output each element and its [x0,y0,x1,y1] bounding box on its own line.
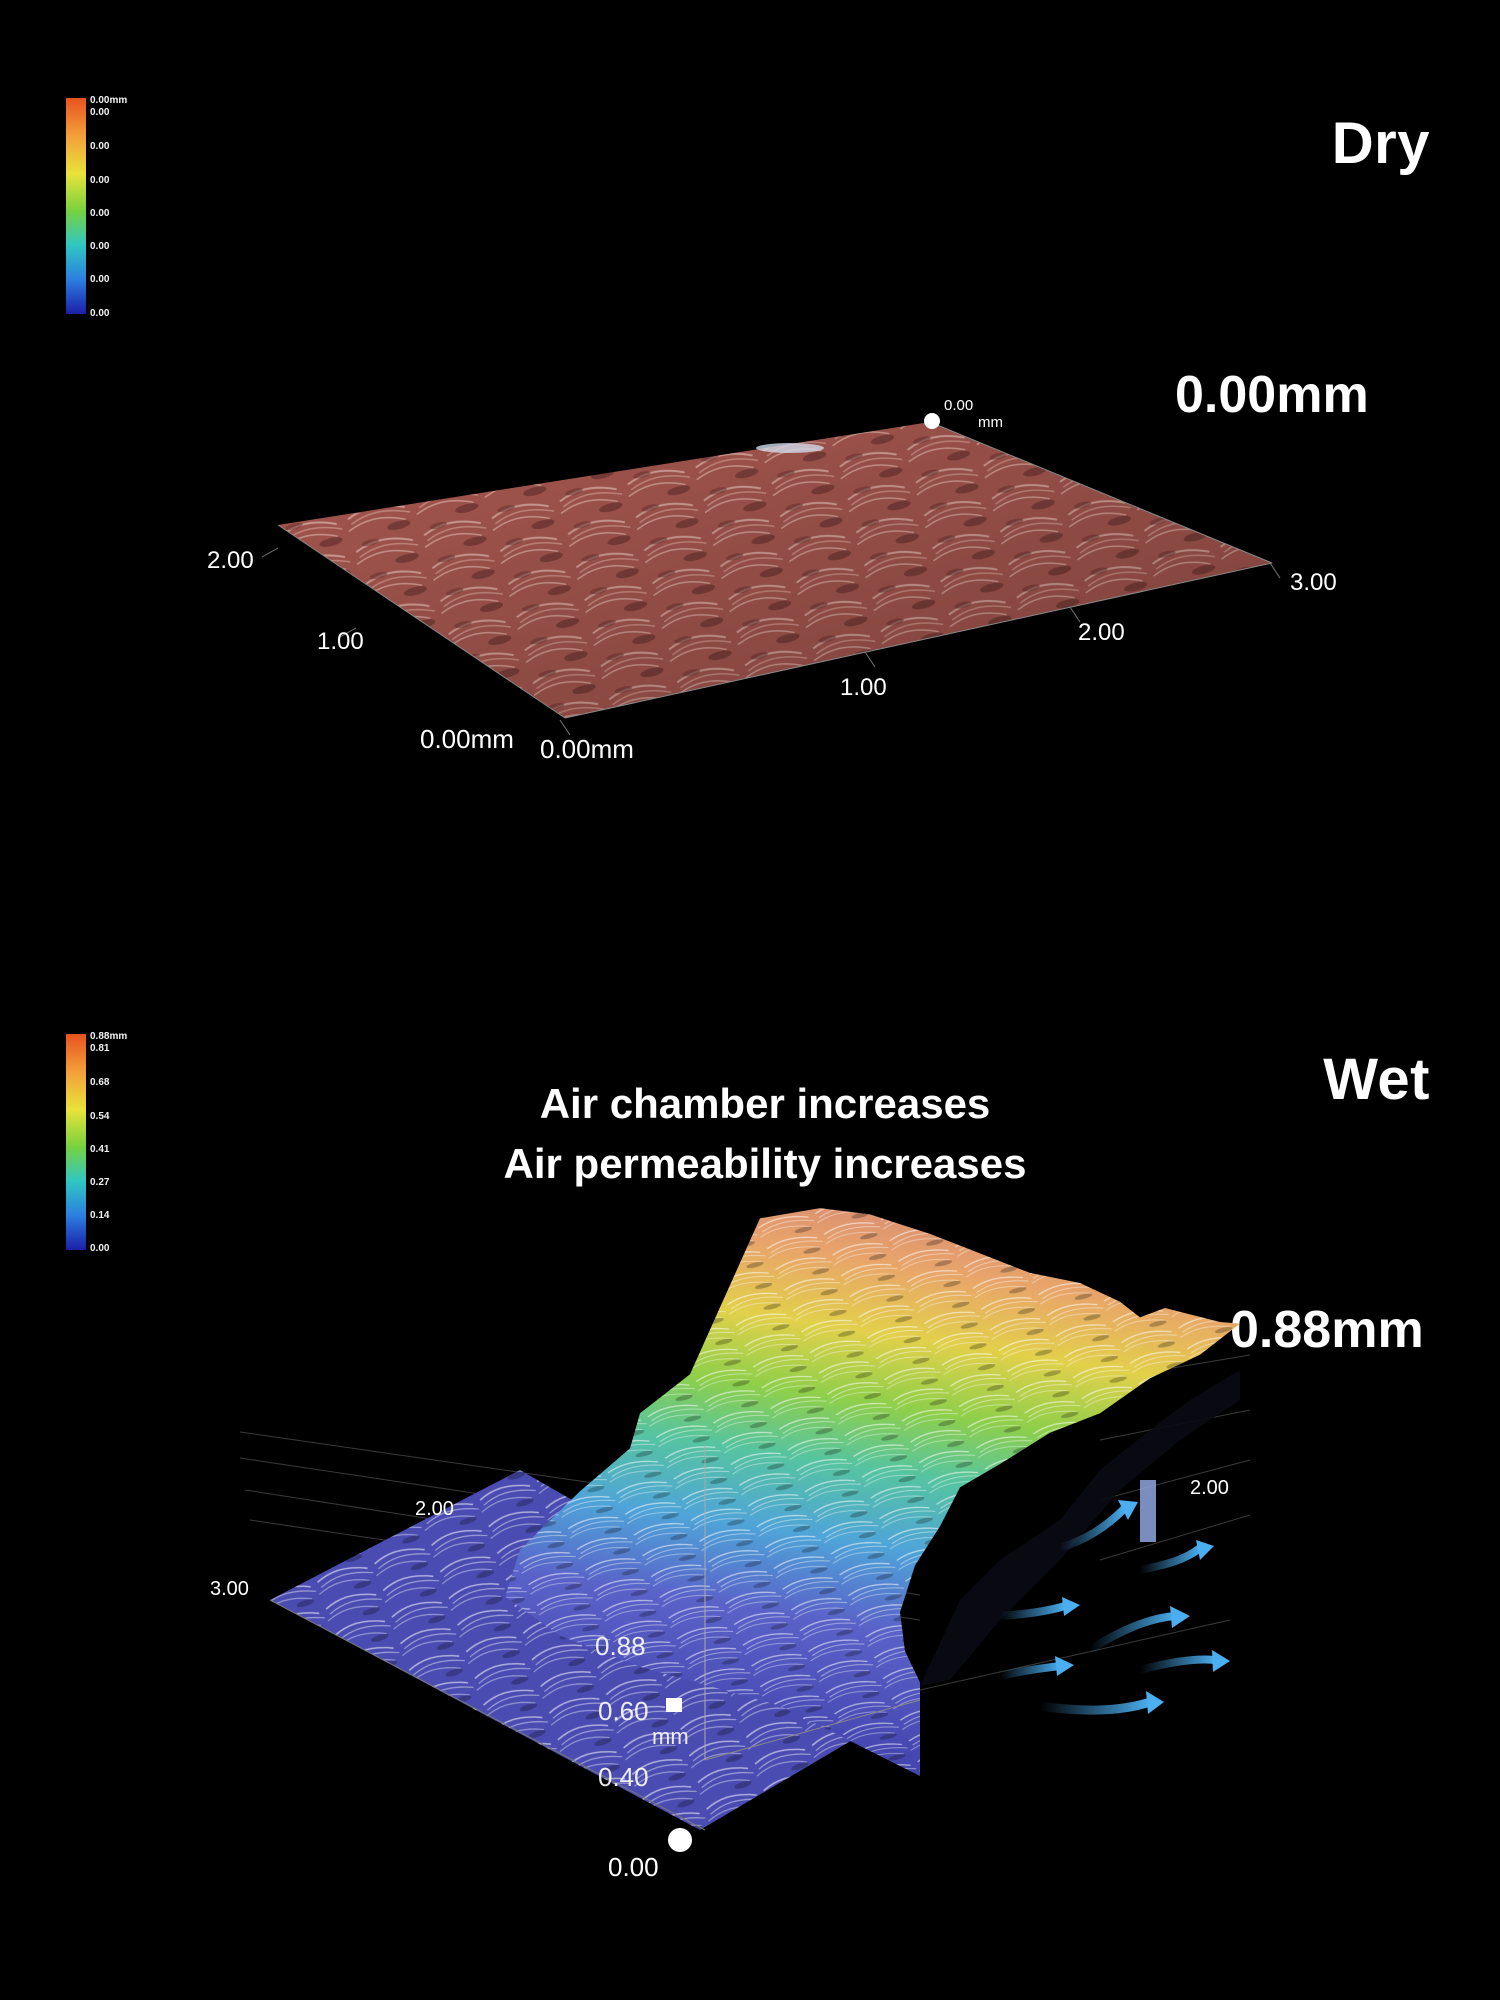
wet-z-origin-label: 0.00 [608,1852,659,1882]
airflow-arrow [1136,1544,1204,1574]
airflow-arrow-head [1062,1597,1080,1616]
dry-axis-origin-marker [924,413,940,429]
wet-colorbar-tick: 0.00 [90,1243,110,1254]
wet-colorbar-gradient [66,1034,86,1250]
wet-colorbar-tick: 0.27 [90,1177,110,1188]
wet-colorbar-tick: 0.81 [90,1043,110,1054]
wet-z-tick-label: 0.88 [595,1631,646,1661]
airflow-arrow-head [1118,1500,1138,1520]
wet-back-tick-label: 2.00 [1190,1477,1229,1499]
dry-colorbar-tick: 0.00 [90,208,110,219]
wet-colorbar: 0.88mm 0.81 0.68 0.54 0.41 0.27 0.14 0.0… [66,1032,127,1254]
wet-left-tick-label: 2.00 [415,1498,454,1520]
wet-height-readout: 0.88mm [1230,1301,1424,1359]
wet-colorbar-tick: 0.41 [90,1144,110,1155]
headline-line-2: Air permeability increases [503,1140,1027,1187]
wet-z-tick-label: 0.60 [598,1696,649,1726]
dry-colorbar: 0.00mm 0.00 0.00 0.00 0.00 0.00 0.00 0.0… [66,96,127,314]
wet-colorbar-tick: 0.54 [90,1111,110,1122]
airflow-arrows [996,1500,1230,1715]
wet-panel: 0.88mm 0.81 0.68 0.54 0.41 0.27 0.14 0.0… [0,1000,1500,2000]
dry-colorbar-gradient [66,98,86,314]
wet-surface-plot: 2.00 2.00 3.00 0.88 0.60 mm 0.40 0.00 [210,1208,1251,1882]
airflow-arrow [1086,1612,1179,1654]
wet-z-axis-marker [666,1698,682,1712]
wet-left-tick-label: 3.00 [210,1578,249,1600]
dry-x-tick-label: 3.00 [1290,569,1337,596]
airflow-arrow [996,1662,1064,1680]
airflow-arrow-head [1055,1656,1074,1676]
wet-z-unit-label: mm [652,1724,689,1749]
dry-colorbar-tick: 0.00 [90,107,110,118]
airflow-arrow-head [1196,1540,1214,1560]
dry-colorbar-tick: 0.00 [90,141,110,152]
airflow-arrow-head [1212,1650,1230,1672]
dry-surface-plot: 0.00 mm 2.00 1.00 0.00mm 0.00mm 1.00 2.0… [207,397,1337,764]
dry-x-tick-label: 1.00 [840,674,887,701]
airflow-arrow-head [1170,1606,1190,1628]
dry-condition-label: Dry [1331,111,1430,176]
airflow-arrow-head [1146,1691,1164,1714]
wet-colorbar-tick: 0.14 [90,1210,110,1221]
dry-y-tick-label: 2.00 [207,547,254,574]
airflow-arrow [996,1602,1069,1620]
dry-x-tick-label: 2.00 [1078,619,1125,646]
airflow-arrow [1035,1697,1155,1715]
dry-top-corner-value: 0.00 [944,397,973,414]
dry-colorbar-tick: 0.00 [90,274,110,285]
dry-colorbar-max: 0.00mm [90,95,128,106]
dry-height-readout: 0.00mm [1175,366,1369,424]
dry-y-tick-label: 1.00 [317,628,364,655]
wet-colorbar-max: 0.88mm [90,1031,128,1042]
dry-colorbar-tick-min: 0.00 [90,308,110,319]
airflow-arrow [1136,1655,1219,1674]
wet-condition-label: Wet [1323,1047,1430,1112]
dry-colorbar-tick: 0.00 [90,175,110,186]
wet-colorbar-tick: 0.68 [90,1077,110,1088]
wet-z-tick-label: 0.40 [598,1762,649,1792]
dry-panel: 0.00mm 0.00 0.00 0.00 0.00 0.00 0.00 0.0… [66,96,1430,764]
dry-top-corner-unit: mm [978,414,1003,431]
wet-axis-origin-marker [668,1828,692,1852]
wet-headline: Air chamber increases Air permeability i… [0,1074,1500,1194]
airflow-arrow [1056,1504,1129,1552]
dry-x-origin-label: 0.00mm [540,734,634,764]
dry-y-origin-label: 0.00mm [420,724,514,754]
headline-line-1: Air chamber increases [539,1080,991,1127]
dry-colorbar-tick: 0.00 [90,241,110,252]
